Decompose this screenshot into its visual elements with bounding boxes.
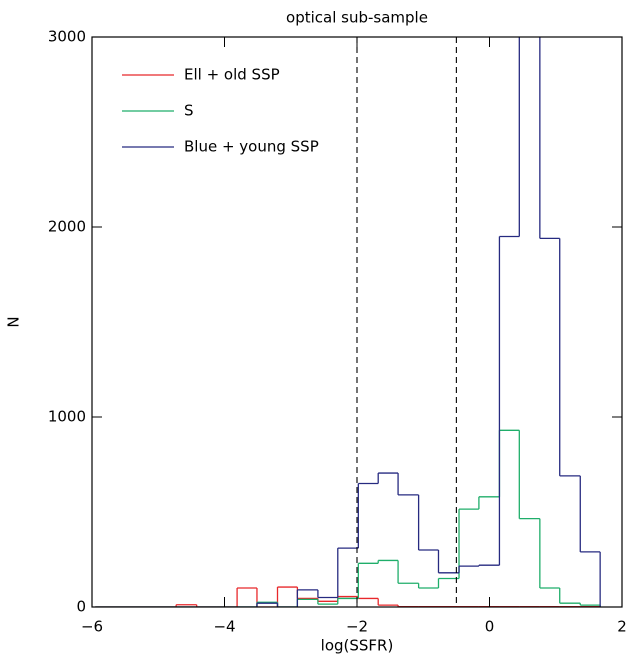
legend-label: Blue + young SSP [184, 138, 319, 156]
y-tick-label: 3000 [48, 28, 86, 46]
plot-area [95, 37, 601, 607]
y-tick-label: 0 [76, 598, 86, 616]
y-axis-label: N [5, 316, 23, 327]
x-tick-label: 2 [617, 618, 627, 636]
x-tick-label: −4 [213, 618, 235, 636]
y-tick-label: 1000 [48, 408, 86, 426]
x-axis-label: log(SSFR) [321, 637, 394, 655]
x-tick-label: −6 [81, 618, 103, 636]
y-tick-label: 2000 [48, 218, 86, 236]
x-tick-label: 0 [485, 618, 495, 636]
chart-title: optical sub-sample [286, 9, 428, 27]
x-tick-label: −2 [346, 618, 368, 636]
legend-label: Ell + old SSP [184, 66, 280, 84]
legend-label: S [184, 102, 194, 120]
